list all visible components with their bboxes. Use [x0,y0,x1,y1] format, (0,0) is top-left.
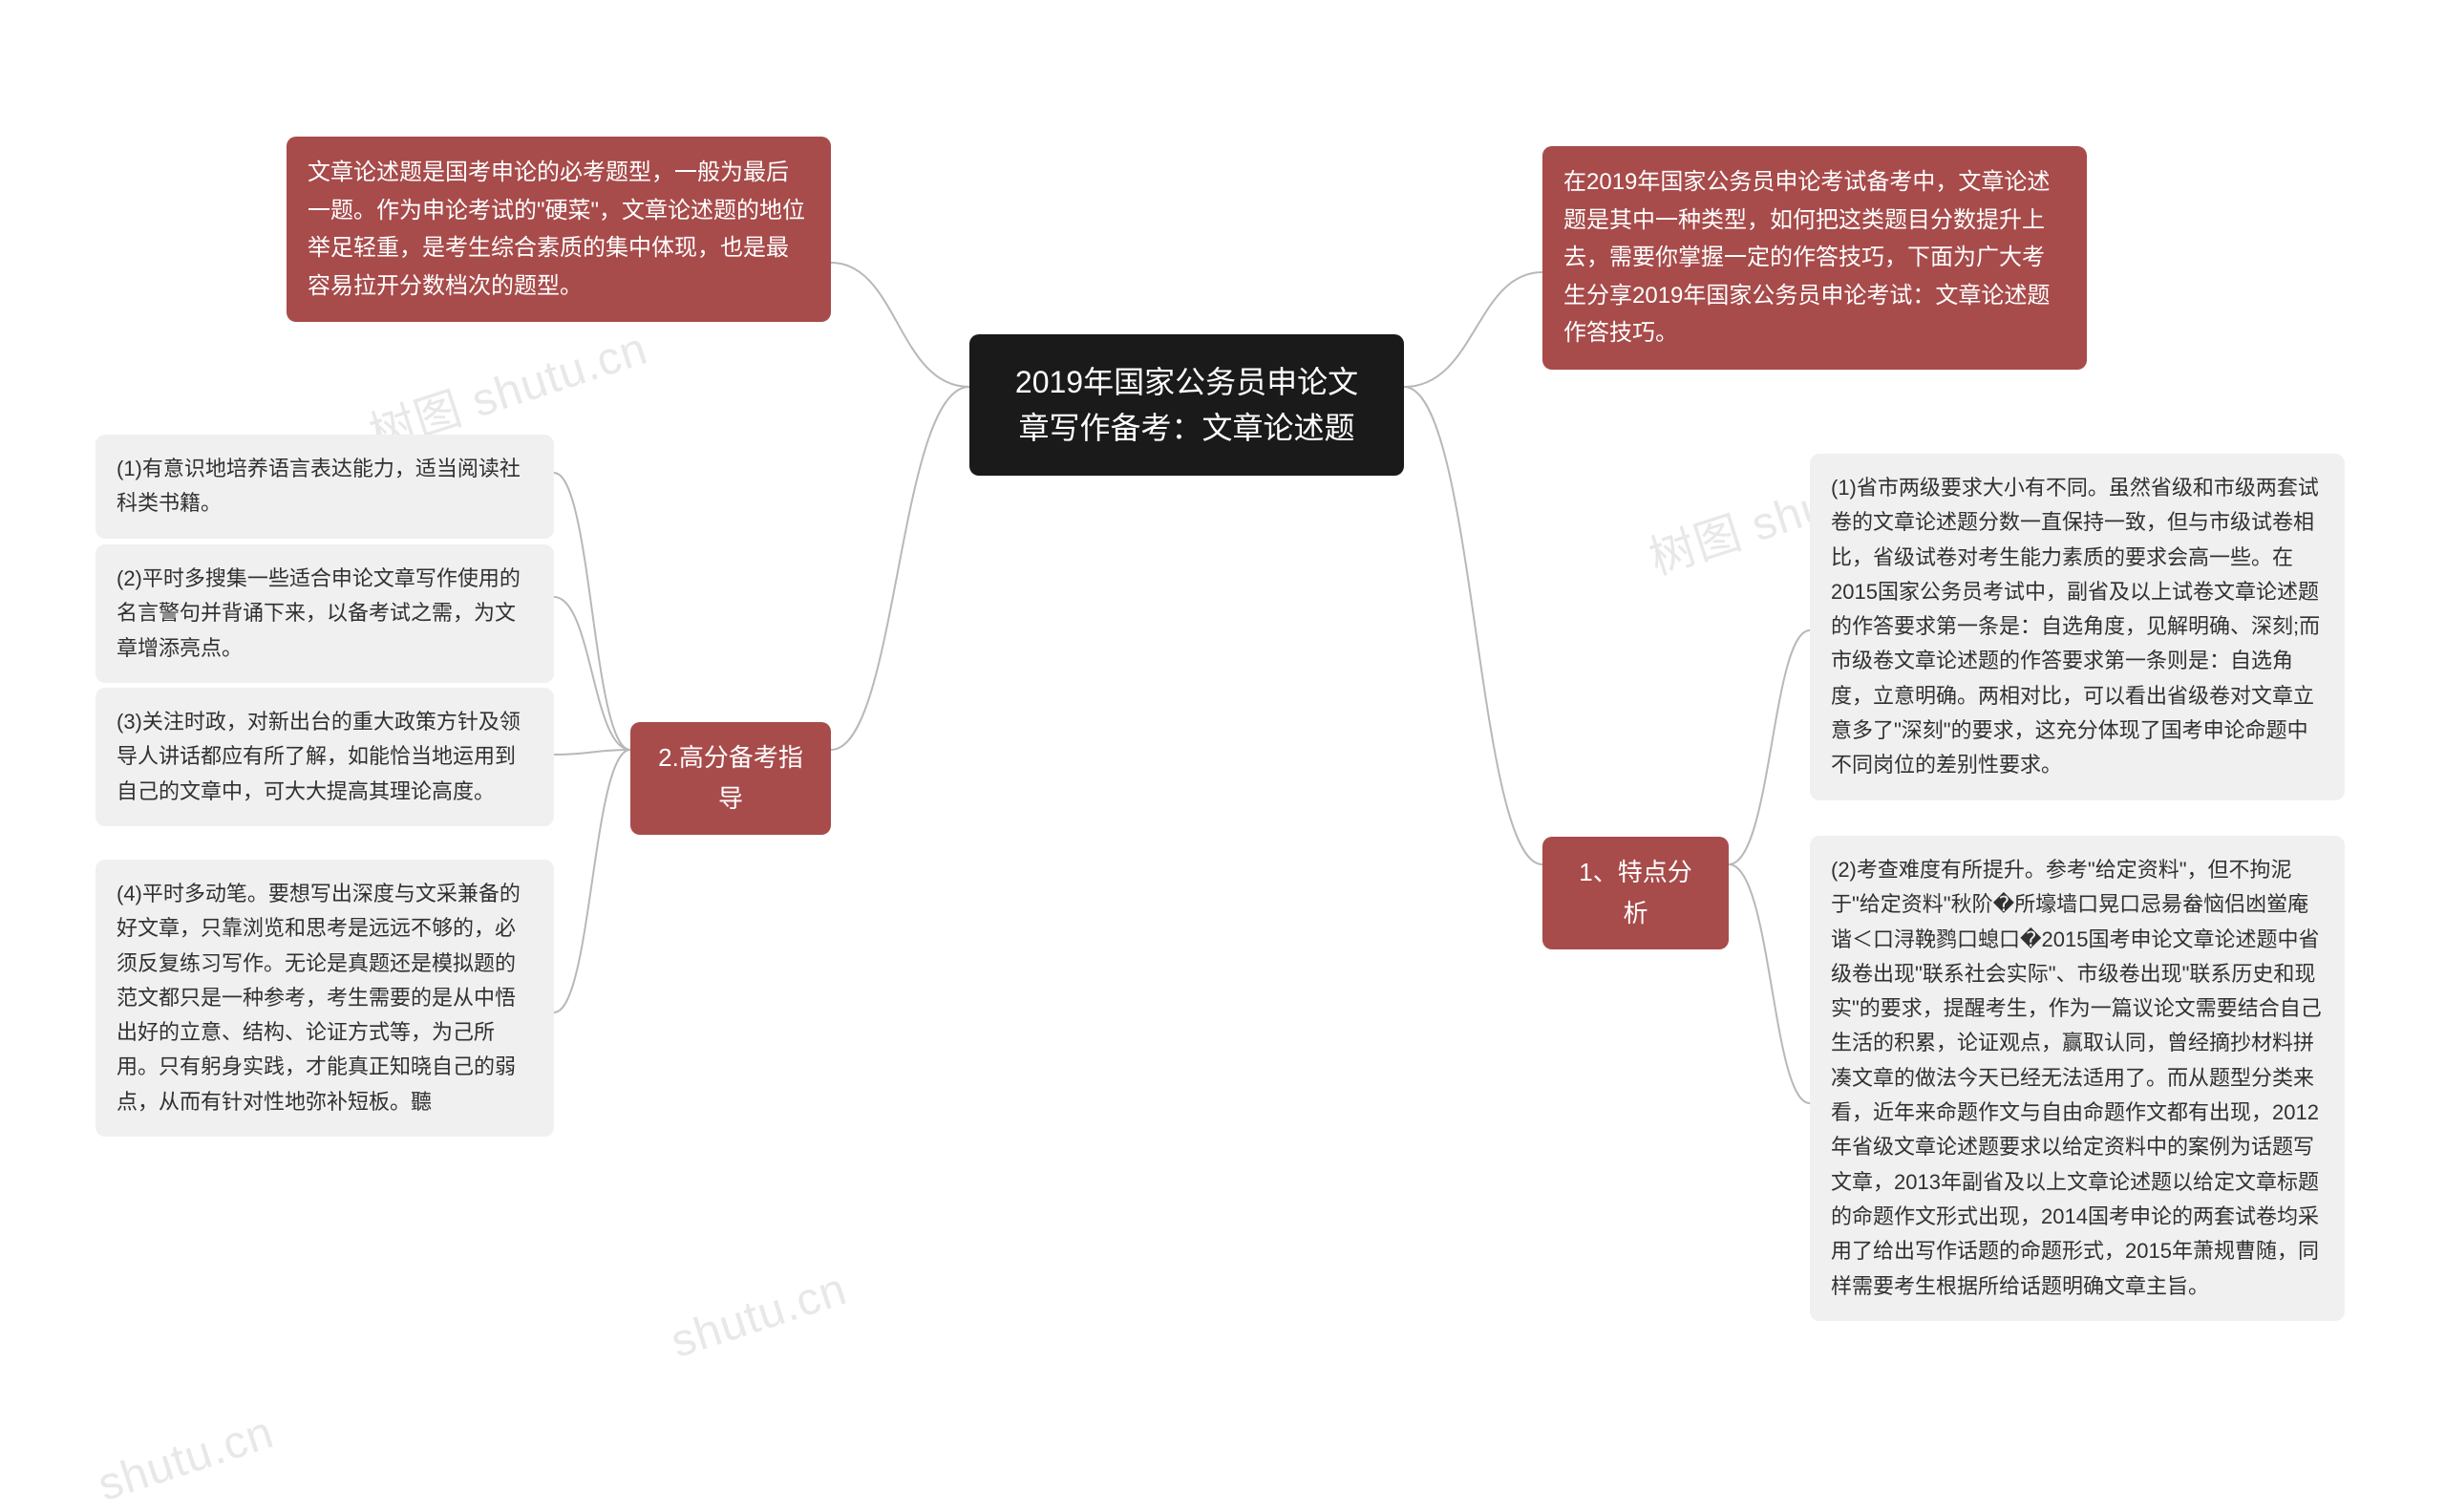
right-intro: 在2019年国家公务员申论考试备考中，文章论述题是其中一种类型，如何把这类题目分… [1542,146,2087,370]
watermark: shutu.cn [665,1263,853,1369]
right-section-label: 1、特点分析 [1542,837,1729,949]
center-line2: 章写作备考：文章论述题 [1018,411,1354,445]
left-section-label: 2.高分备考指导 [630,722,831,835]
center-line1: 2019年国家公务员申论文 [1015,365,1358,399]
left-intro: 文章论述题是国考申论的必考题型，一般为最后一题。作为申论考试的"硬菜"，文章论述… [287,137,831,322]
watermark: shutu.cn [92,1406,280,1512]
center-node: 2019年国家公务员申论文 章写作备考：文章论述题 [969,334,1404,476]
left-item-3: (3)关注时政，对新出台的重大政策方针及领导人讲话都应有所了解，如能恰当地运用到… [96,688,554,826]
right-item-2: (2)考查难度有所提升。参考"给定资料"，但不拘泥于"给定资料"秋阶�所壕墙口晃… [1810,836,2345,1321]
right-item-1: (1)省市两级要求大小有不同。虽然省级和市级两套试卷的文章论述题分数一直保持一致… [1810,454,2345,800]
left-item-4: (4)平时多动笔。要想写出深度与文采兼备的好文章，只靠浏览和思考是远远不够的，必… [96,860,554,1137]
left-item-1: (1)有意识地培养语言表达能力，适当阅读社科类书籍。 [96,435,554,539]
left-item-2: (2)平时多搜集一些适合申论文章写作使用的名言警句并背诵下来，以备考试之需，为文… [96,544,554,683]
